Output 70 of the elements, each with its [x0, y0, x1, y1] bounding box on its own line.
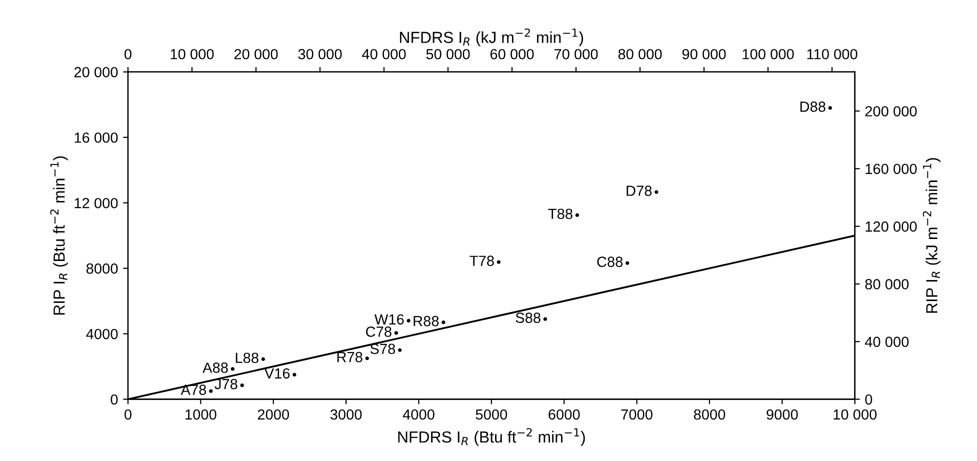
x2-tick-label: 10 000: [170, 48, 214, 60]
y-tick-label: 16 000: [74, 132, 118, 143]
y2-tick-label: 80 000: [865, 279, 909, 290]
point: [626, 261, 630, 265]
x-tick-label: 2000: [258, 409, 290, 420]
y-tick-label: 8000: [86, 263, 118, 274]
y-tick-label: 0: [110, 394, 118, 405]
data-label: R88: [414, 316, 439, 326]
y2-axis-title: RIP I$_{R}$ (kJ m$^{−2}$ min$^{−1}$): [922, 158, 941, 313]
x2-tick-label: 60 000: [490, 48, 534, 60]
point: [406, 318, 410, 323]
data-label: W16: [374, 314, 404, 325]
x-tick-label: 5000: [476, 409, 508, 420]
y2-tick-label: 120 000: [866, 221, 917, 232]
point: [240, 383, 244, 388]
point: [230, 367, 234, 371]
x2-tick-label: 0: [124, 48, 132, 60]
point: [365, 356, 369, 360]
data-label: J78: [214, 378, 238, 390]
point: [828, 106, 832, 110]
x-axis-title: NFDRS I$_{R}$ (Btu ft$^{−2}$ min$^{−1}$): [398, 428, 585, 446]
x2-tick-label: 90 000: [682, 48, 726, 60]
data-label: T78: [470, 256, 494, 266]
x2-tick-label: 110 000: [807, 48, 858, 60]
y-tick-label: 4000: [86, 328, 118, 340]
point: [543, 317, 548, 321]
data-label: D88: [800, 102, 826, 112]
y2-tick-label: 0: [865, 394, 872, 405]
data-label: C88: [597, 256, 623, 267]
y-axis-title: RIP I$_{R}$ (Btu ft$^{−2}$ min$^{−1}$): [50, 156, 68, 315]
x2-tick-label: 20 000: [234, 48, 278, 60]
x2-tick-label: 100 000: [742, 48, 794, 60]
x2-tick-label: 80 000: [618, 48, 662, 60]
data-label: D78: [626, 186, 652, 196]
point: [398, 348, 402, 352]
x2-tick-label: 50 000: [426, 48, 470, 60]
y-tick-label: 20 000: [74, 67, 118, 78]
x2-tick-label: 70 000: [554, 48, 598, 60]
y2-tick-label: 40 000: [864, 336, 909, 348]
y2-tick-label: 200 000: [865, 106, 917, 116]
y2-tick-label: 160 000: [866, 164, 917, 174]
data-label: C78: [366, 326, 392, 337]
point: [442, 320, 446, 324]
data-label: S78: [370, 344, 396, 354]
point: [575, 213, 580, 217]
data-label: T88: [548, 208, 572, 220]
x-tick-label: 7000: [621, 409, 652, 420]
point: [496, 260, 501, 264]
data-label: A88: [202, 362, 228, 373]
y-tick-label: 12 000: [74, 198, 118, 208]
x-tick-label: 1000: [186, 409, 216, 420]
x-tick-label: 4000: [402, 409, 434, 420]
point: [209, 389, 213, 393]
point: [261, 357, 266, 361]
data-label: R78: [337, 352, 362, 362]
x-tick-label: 6000: [548, 409, 580, 420]
point: [394, 331, 398, 335]
x-tick-label: 0: [124, 409, 132, 420]
data-label: L88: [236, 352, 258, 364]
point: [654, 190, 658, 194]
data-label: V16: [264, 368, 290, 379]
x-tick-label: 8000: [694, 409, 726, 420]
point: [292, 372, 296, 377]
x2-tick-label: 30 000: [298, 48, 342, 60]
data-label: S88: [516, 312, 540, 323]
x2-axis-title: NFDRS I$_{R}$ (kJ m$^{−2}$ min$^{−1}$): [400, 28, 584, 46]
x-tick-label: 9000: [766, 409, 798, 420]
x-tick-label: 10 000: [834, 409, 877, 420]
x-tick-label: 3000: [330, 409, 362, 420]
x2-tick-label: 40 000: [362, 48, 406, 60]
